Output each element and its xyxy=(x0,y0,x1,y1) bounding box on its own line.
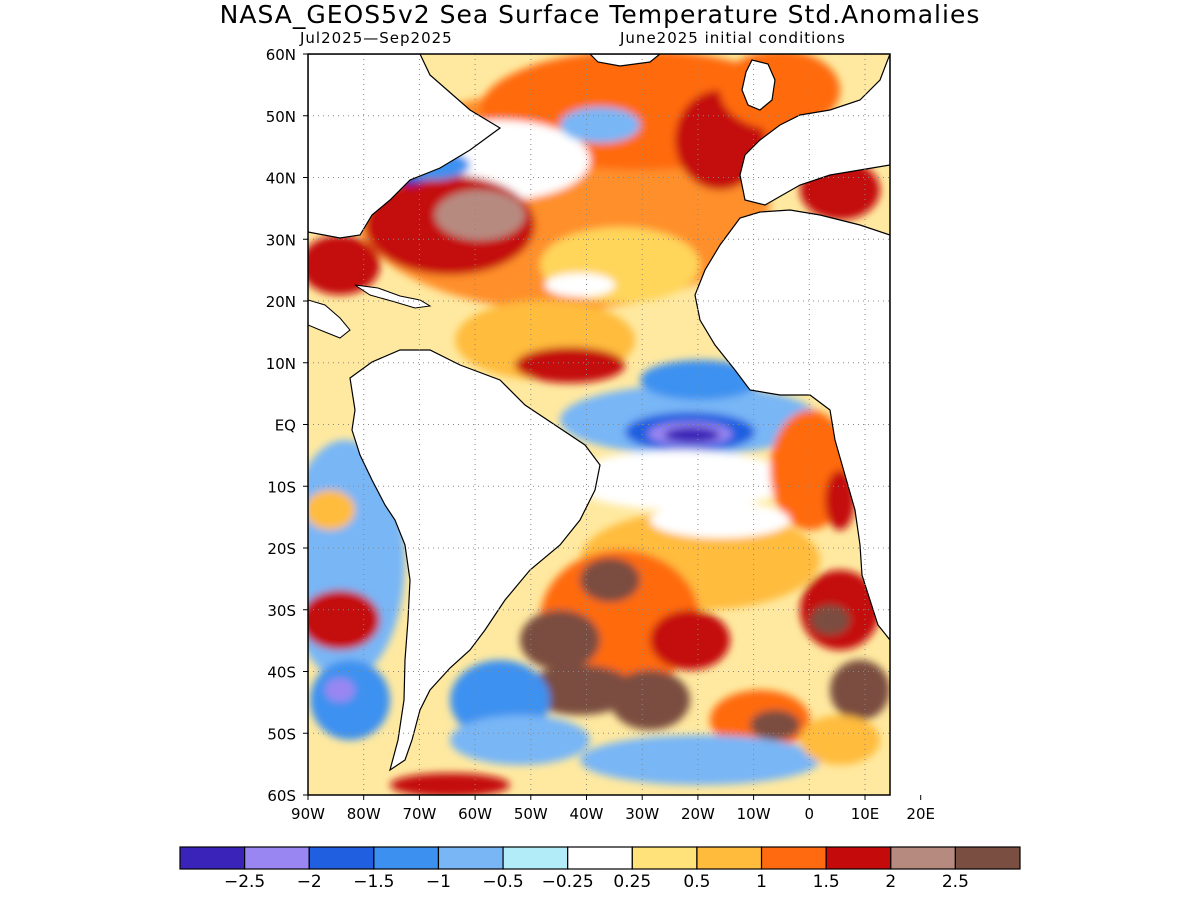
lon-tick-label: 80W xyxy=(347,805,381,823)
colorbar-label: 0.25 xyxy=(613,872,651,892)
colorbar-label: 2 xyxy=(885,872,896,892)
colorbar-label: −2 xyxy=(297,872,322,892)
europe-land xyxy=(739,54,890,206)
lon-tick-label: 60W xyxy=(458,805,492,823)
lon-tick-label: 90W xyxy=(291,805,325,823)
lat-tick-label: 50N xyxy=(266,108,296,126)
lat-tick-label: EQ xyxy=(275,417,296,435)
lat-tick-label: 60N xyxy=(266,46,296,64)
colorbar-label: 0.5 xyxy=(683,872,710,892)
lon-tick-label: 0 xyxy=(805,805,815,823)
lon-tick-label: 70W xyxy=(402,805,436,823)
chart-title: NASA_GEOS5v2 Sea Surface Temperature Std… xyxy=(219,0,981,29)
lon-tick-label: 10W xyxy=(737,805,771,823)
colorbar-swatch xyxy=(308,846,375,870)
lon-tick-label: 10E xyxy=(851,805,880,823)
colorbar-swatch xyxy=(696,846,763,870)
colorbar-swatch xyxy=(631,846,698,870)
colorbar: −2.5 −2 −1.5 −1 −0.5 −0.25 0.25 0.5 1 1.5 2 2.5 xyxy=(179,846,1021,892)
colorbar-swatch xyxy=(825,846,892,870)
lon-tick-label: 40W xyxy=(570,805,604,823)
colorbar-swatch xyxy=(890,846,956,870)
lat-tick-label: 60S xyxy=(267,787,296,805)
africa-land xyxy=(694,209,890,641)
longitude-axis: 90W 80W 70W 60W 50W 40W 30W 20W 10W 0 10E 20E xyxy=(291,795,935,823)
initial-conditions-subtitle: June2025 initial conditions xyxy=(620,29,846,47)
colorbar-swatch xyxy=(760,846,827,870)
colorbar-swatch xyxy=(567,846,633,870)
gridlines xyxy=(308,54,890,795)
lat-tick-label: 10N xyxy=(266,355,296,373)
colorbar-swatch xyxy=(437,846,504,870)
lat-tick-label: 30N xyxy=(266,231,296,249)
colorbar-label: 1 xyxy=(756,872,767,892)
lon-tick-label: 30W xyxy=(625,805,659,823)
lon-tick-label: 20E xyxy=(906,805,935,823)
lat-tick-label: 50S xyxy=(267,725,296,743)
colorbar-label: −0.25 xyxy=(542,872,594,892)
central-america-land xyxy=(308,299,351,339)
colorbar-label: −0.5 xyxy=(482,872,523,892)
greenland-land xyxy=(589,54,661,67)
caribbean-islands xyxy=(354,284,432,309)
latitude-axis: 60N 50N 40N 30N 20N 10N EQ 10S 20S 30S 40S 50S 60S xyxy=(266,46,308,805)
lat-tick-label: 30S xyxy=(267,602,296,620)
lon-tick-label: 20W xyxy=(681,805,715,823)
colorbar-label: 2.5 xyxy=(942,872,969,892)
colorbar-swatch xyxy=(954,846,1021,870)
lat-tick-label: 10S xyxy=(267,478,296,496)
colorbar-swatch xyxy=(179,846,246,870)
north-america-land xyxy=(308,54,502,239)
colorbar-swatch xyxy=(373,846,440,870)
colorbar-label: −2.5 xyxy=(224,872,265,892)
colorbar-label: −1.5 xyxy=(353,872,394,892)
lon-tick-label: 50W xyxy=(514,805,548,823)
colorbar-swatch xyxy=(502,846,569,870)
lat-tick-label: 20S xyxy=(267,540,296,558)
lat-tick-label: 40S xyxy=(267,664,296,682)
period-subtitle: Jul2025—Sep2025 xyxy=(300,29,453,47)
colorbar-swatch xyxy=(244,846,310,870)
lat-tick-label: 40N xyxy=(266,170,296,188)
colorbar-label: 1.5 xyxy=(813,872,840,892)
uk-land xyxy=(741,59,776,111)
lat-tick-label: 20N xyxy=(266,293,296,311)
colorbar-label: −1 xyxy=(426,872,451,892)
